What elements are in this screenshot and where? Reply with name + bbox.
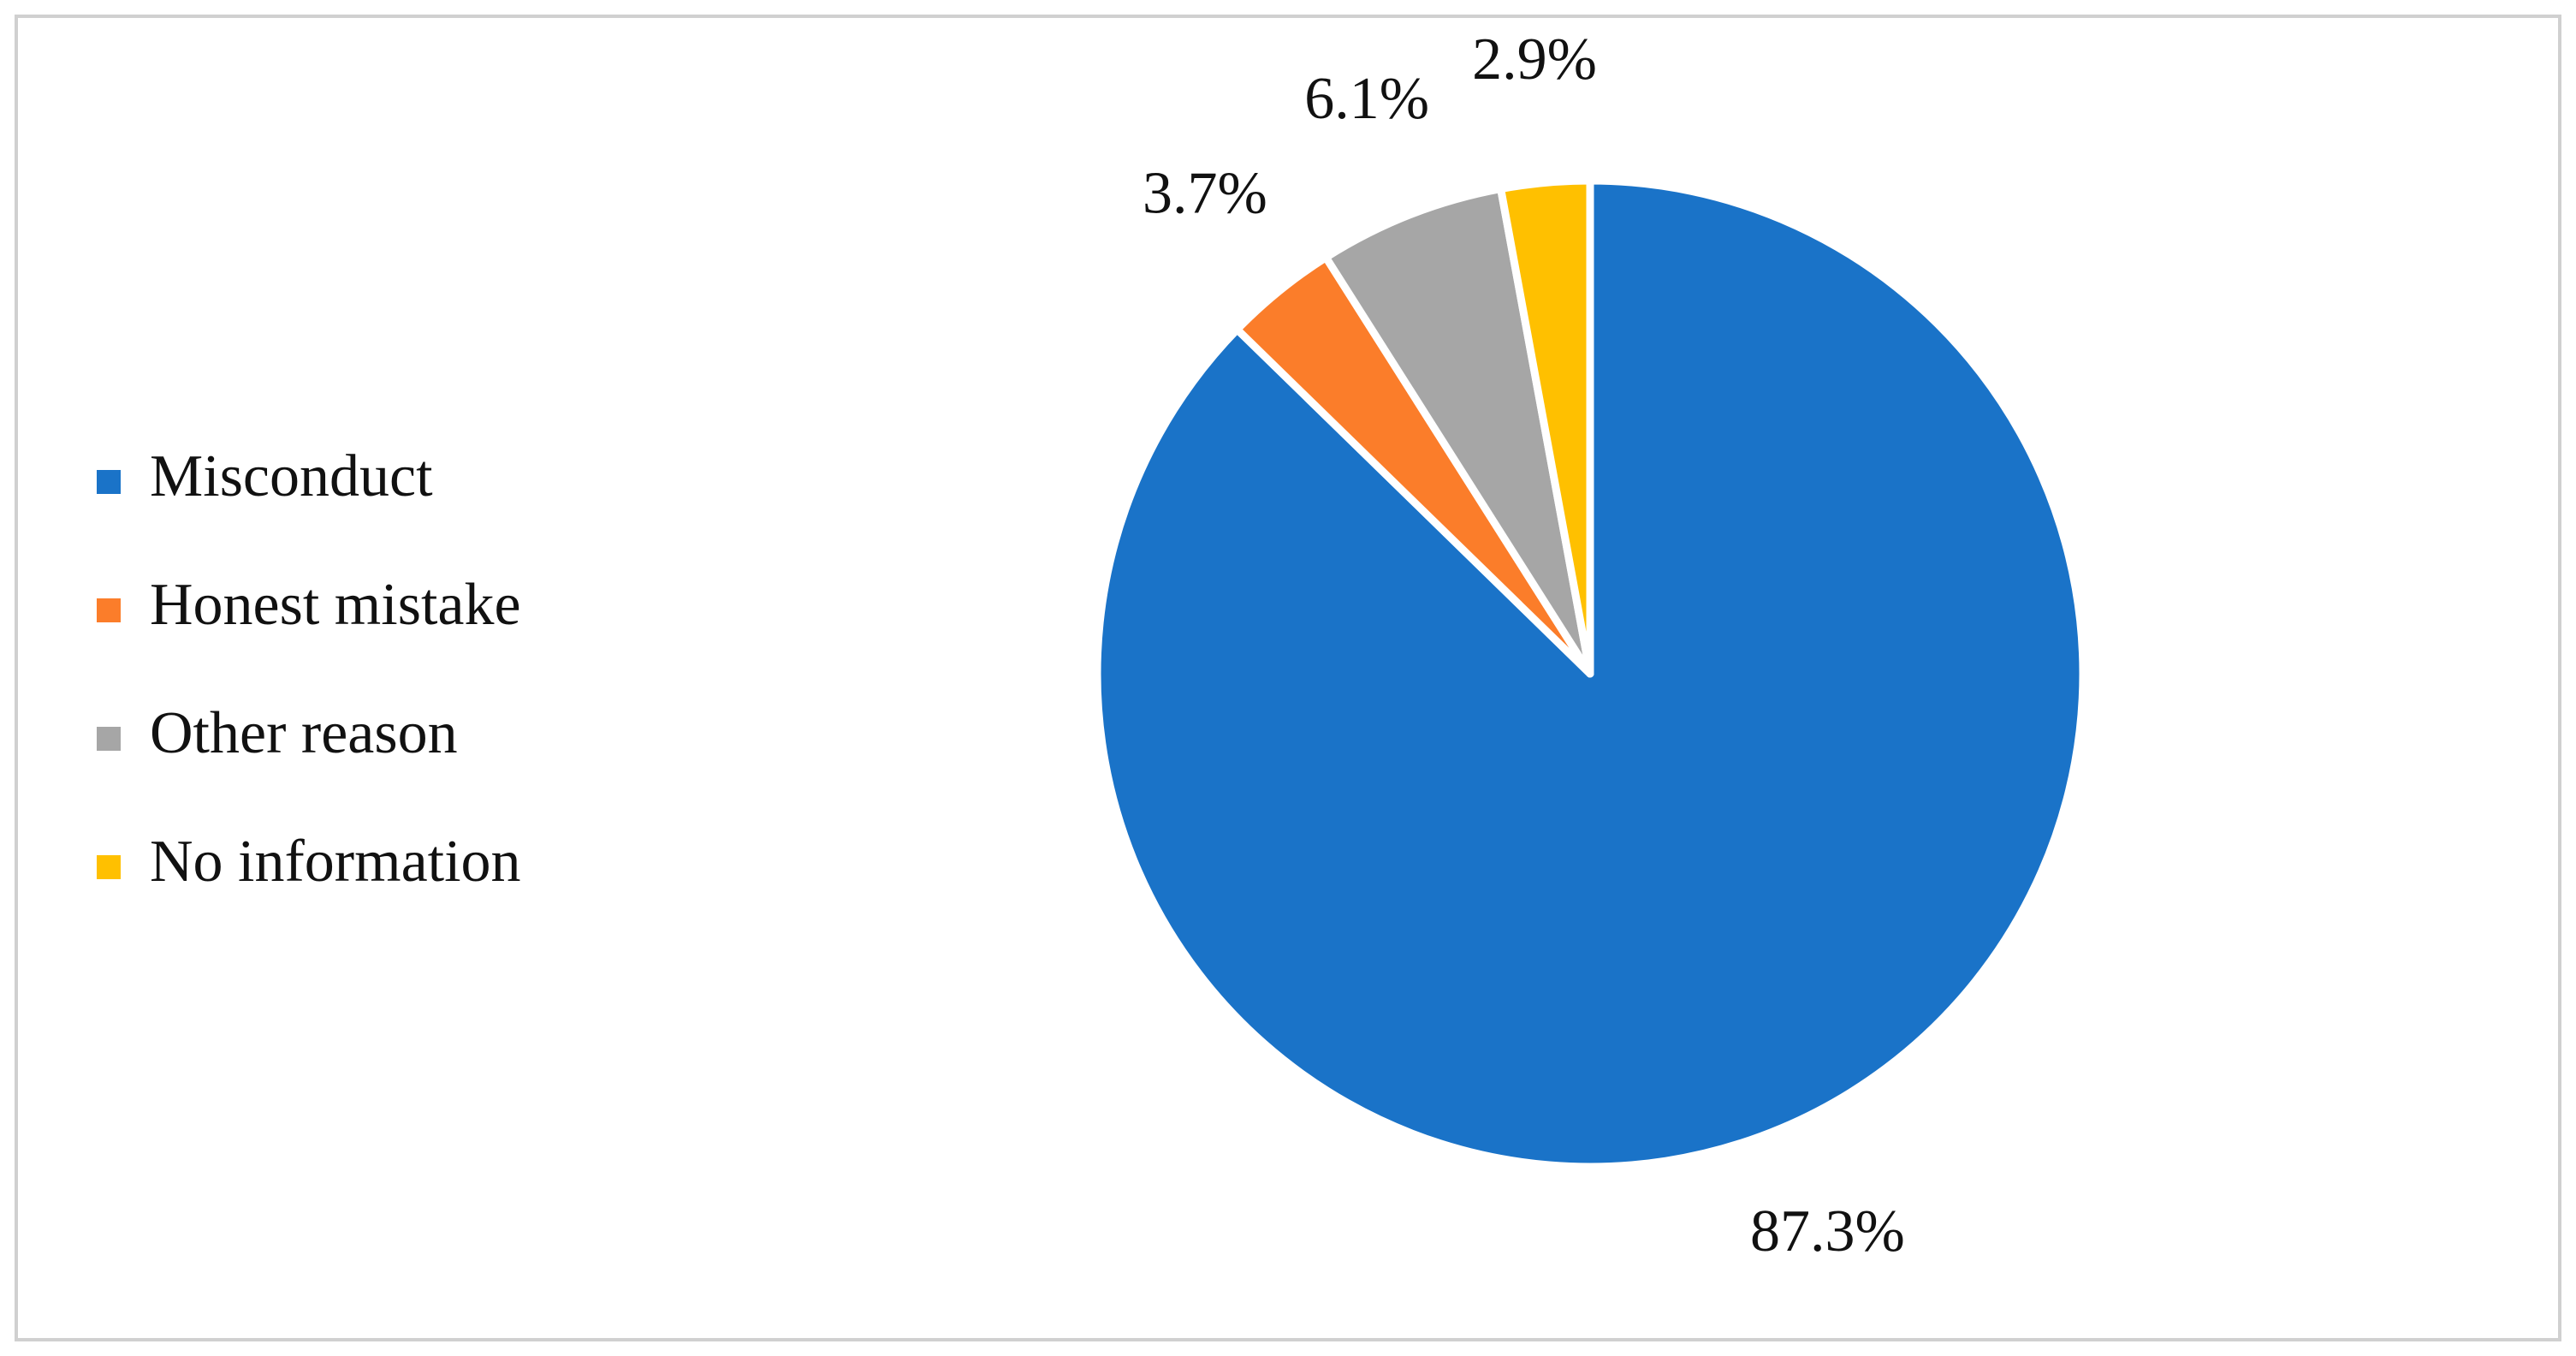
legend-marker [97,855,121,879]
legend-label: Honest mistake [150,572,521,638]
legend-label: No information [150,829,521,895]
data-label: 2.9% [1472,27,1597,92]
legend-label: Other reason [150,700,458,766]
data-label: 3.7% [1143,160,1267,226]
legend-marker [97,598,121,622]
data-label: 87.3% [1750,1198,1905,1264]
legend-marker [97,470,121,494]
pie-slice [1321,185,1594,678]
pie-slice [1497,176,1594,678]
legend-label: Misconduct [150,443,433,509]
legend-marker [97,727,121,751]
data-label: 6.1% [1304,66,1429,132]
